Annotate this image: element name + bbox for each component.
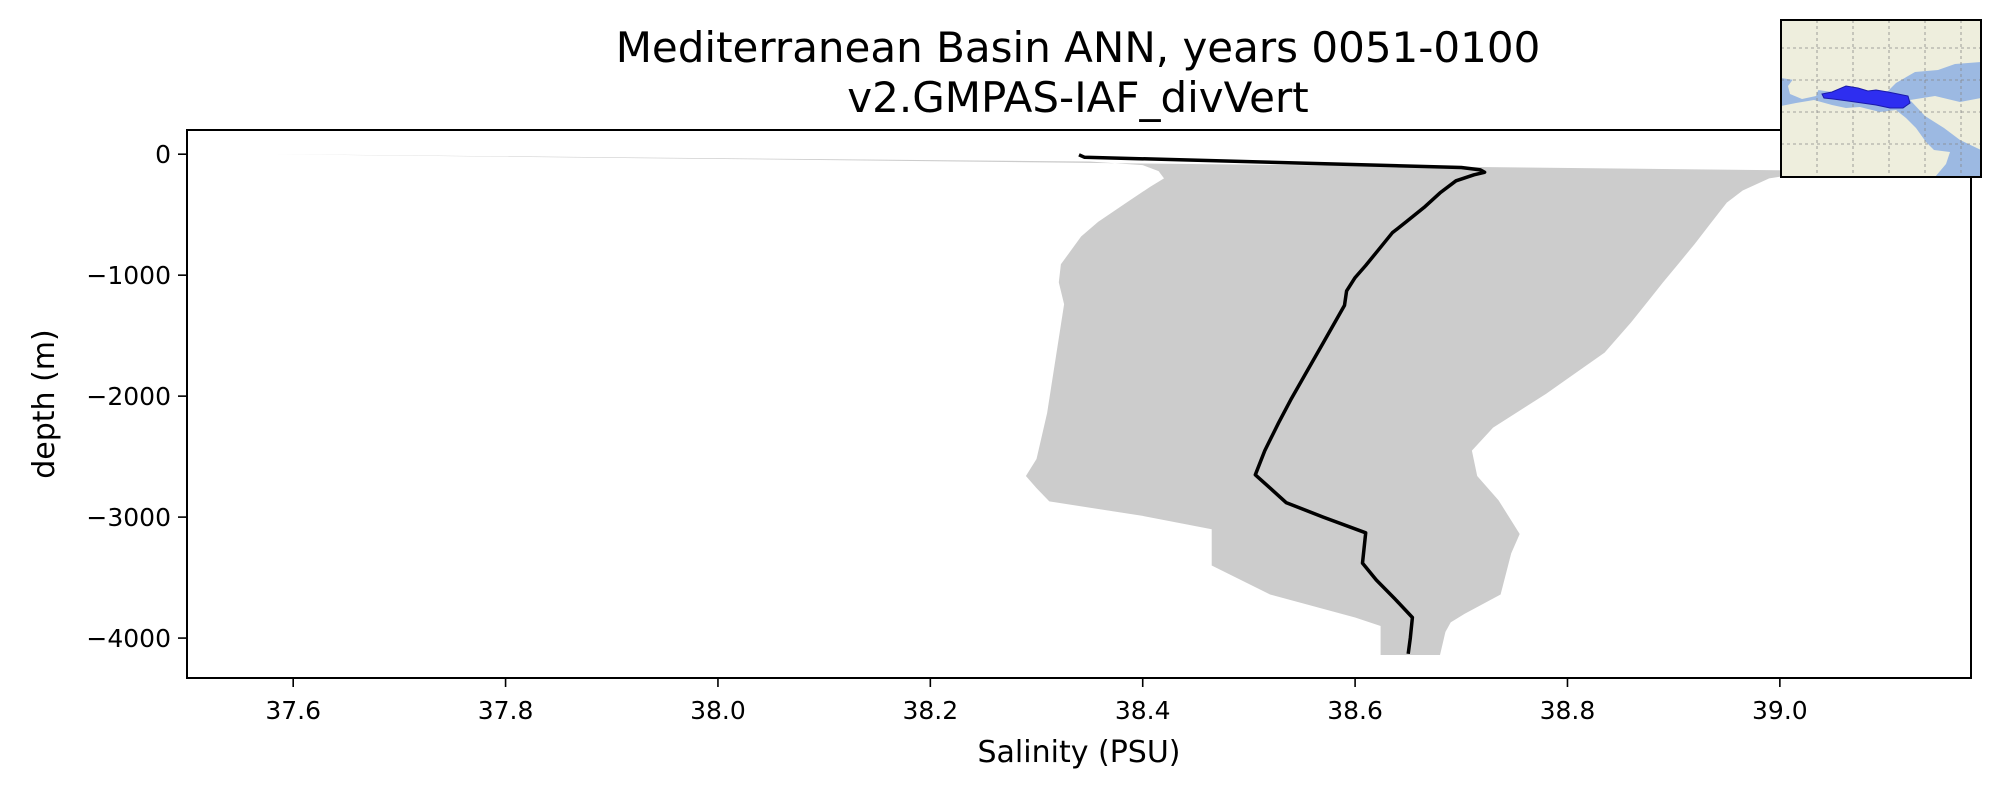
- y-tick-label: −2000: [86, 382, 171, 411]
- chart-title: Mediterranean Basin ANN, years 0051-0100: [616, 23, 1541, 72]
- y-tick-label: 0: [155, 140, 171, 169]
- map-land-europe: [1781, 20, 1981, 96]
- x-tick-label: 38.0: [690, 696, 746, 725]
- map-land-africa: [1781, 100, 1950, 177]
- chart-subtitle: v2.GMPAS-IAF_divVert: [847, 73, 1308, 122]
- x-tick-label: 38.2: [902, 696, 958, 725]
- x-tick-label: 39.0: [1752, 696, 1808, 725]
- x-tick-label: 37.8: [478, 696, 534, 725]
- y-tick-label: −4000: [86, 624, 171, 653]
- x-tick-label: 38.6: [1327, 696, 1383, 725]
- map-land-iberia: [1788, 78, 1820, 99]
- y-tick-label: −3000: [86, 503, 171, 532]
- inset-map-frame: [1780, 19, 1982, 178]
- map-mediterranean-highlight: [1821, 85, 1911, 109]
- map-land-arabia: [1910, 96, 1981, 150]
- y-axis-label: depth (m): [27, 329, 62, 479]
- mean-salinity-profile-line: [1078, 153, 1487, 655]
- x-tick-label: 38.8: [1540, 696, 1596, 725]
- x-axis: 37.6 37.8 38.0 38.2 38.4 38.6 38.8 39.0: [265, 678, 1808, 725]
- inset-map: [1780, 19, 1982, 178]
- plot-area: [272, 153, 1971, 655]
- x-axis-label: Salinity (PSU): [978, 735, 1181, 770]
- y-axis: 0 −1000 −2000 −3000 −4000: [86, 140, 187, 653]
- x-tick-label: 37.6: [265, 696, 321, 725]
- salinity-range-band: [272, 154, 1971, 655]
- plot-frame: [186, 129, 1972, 679]
- x-tick-label: 38.4: [1115, 696, 1171, 725]
- y-tick-label: −1000: [86, 261, 171, 290]
